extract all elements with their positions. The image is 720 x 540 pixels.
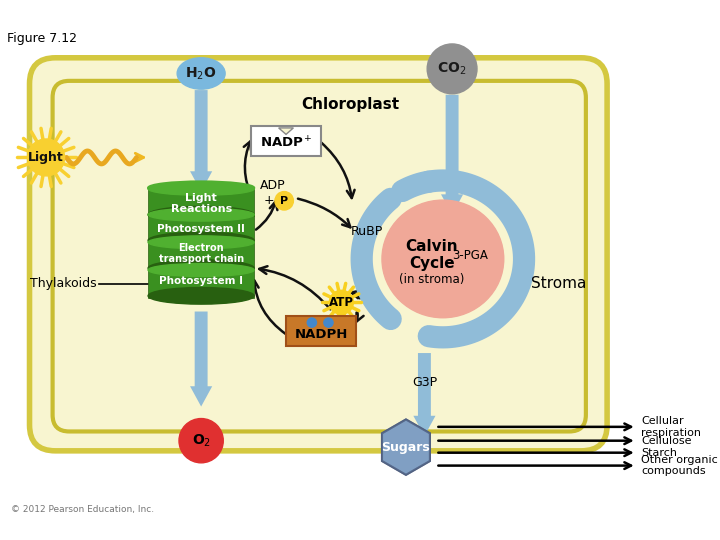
Ellipse shape xyxy=(148,206,254,223)
Text: Photosystem II: Photosystem II xyxy=(157,225,245,234)
Text: 3-PGA: 3-PGA xyxy=(453,249,488,262)
Text: +: + xyxy=(264,194,274,207)
Text: Photosystem I: Photosystem I xyxy=(159,276,243,286)
Ellipse shape xyxy=(177,58,225,89)
Polygon shape xyxy=(382,420,430,475)
Text: NADP$^+$: NADP$^+$ xyxy=(260,135,312,150)
Circle shape xyxy=(324,318,333,327)
Circle shape xyxy=(179,418,223,463)
Text: Starch: Starch xyxy=(642,448,678,458)
Circle shape xyxy=(27,139,65,176)
FancyBboxPatch shape xyxy=(148,214,254,242)
Ellipse shape xyxy=(148,183,254,195)
Text: G3P: G3P xyxy=(412,376,437,389)
Polygon shape xyxy=(190,90,212,192)
Ellipse shape xyxy=(148,236,254,249)
FancyBboxPatch shape xyxy=(30,58,607,451)
Text: Figure 7.12: Figure 7.12 xyxy=(7,32,77,45)
Ellipse shape xyxy=(148,287,254,304)
FancyBboxPatch shape xyxy=(53,81,586,431)
FancyBboxPatch shape xyxy=(148,189,254,217)
Circle shape xyxy=(307,318,317,327)
Text: Chloroplast: Chloroplast xyxy=(302,97,400,112)
Text: (in stroma): (in stroma) xyxy=(399,273,464,286)
Text: O$_2$: O$_2$ xyxy=(192,433,211,449)
Circle shape xyxy=(275,192,293,210)
Text: Cellulose: Cellulose xyxy=(642,436,692,446)
Polygon shape xyxy=(413,353,436,436)
Text: Other organic
compounds: Other organic compounds xyxy=(642,455,718,476)
Text: Electron
transport chain: Electron transport chain xyxy=(158,242,243,264)
Text: ADP: ADP xyxy=(261,179,286,192)
Polygon shape xyxy=(382,420,430,475)
Text: Sugars: Sugars xyxy=(382,441,431,454)
Ellipse shape xyxy=(382,200,504,318)
Text: Calvin: Calvin xyxy=(405,239,458,253)
FancyBboxPatch shape xyxy=(251,126,321,156)
Ellipse shape xyxy=(148,264,254,276)
Text: Cellular
respiration: Cellular respiration xyxy=(642,416,701,437)
Ellipse shape xyxy=(148,232,254,249)
Text: Light: Light xyxy=(28,151,64,164)
Text: H$_2$O: H$_2$O xyxy=(186,65,217,82)
FancyBboxPatch shape xyxy=(286,316,356,346)
Text: P: P xyxy=(280,196,288,206)
Ellipse shape xyxy=(148,260,254,276)
FancyBboxPatch shape xyxy=(148,242,254,270)
Polygon shape xyxy=(441,94,463,214)
Polygon shape xyxy=(190,312,212,407)
Polygon shape xyxy=(279,128,293,134)
Text: © 2012 Pearson Education, Inc.: © 2012 Pearson Education, Inc. xyxy=(11,505,154,515)
Text: Cycle: Cycle xyxy=(409,256,454,271)
Ellipse shape xyxy=(148,181,254,194)
Ellipse shape xyxy=(148,208,254,221)
Text: Thylakoids: Thylakoids xyxy=(30,278,97,291)
Text: NADPH: NADPH xyxy=(294,328,348,341)
Circle shape xyxy=(427,44,477,94)
Text: CO$_2$: CO$_2$ xyxy=(438,60,467,77)
Text: RuBP: RuBP xyxy=(351,225,383,238)
Text: Light
Reactions: Light Reactions xyxy=(171,193,232,214)
Text: Stroma: Stroma xyxy=(531,276,586,292)
Text: ATP: ATP xyxy=(329,296,354,309)
Circle shape xyxy=(329,291,354,314)
FancyBboxPatch shape xyxy=(148,270,254,298)
